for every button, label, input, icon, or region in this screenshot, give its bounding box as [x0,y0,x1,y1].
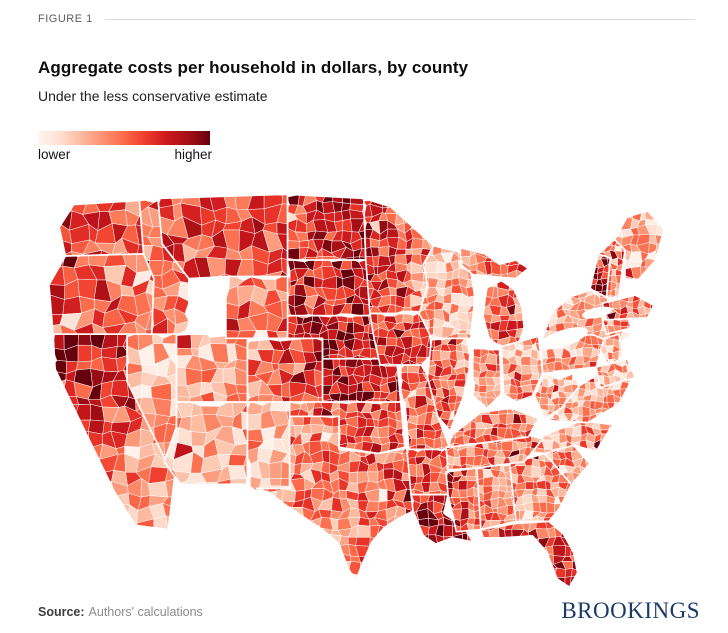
figure-label: FIGURE 1 [38,13,93,25]
state-counties-IN [472,348,502,409]
state-border-MD_DE [595,358,637,389]
state-border-MI_UP [459,246,530,280]
state-border-LA [410,493,474,545]
state-border-TX [255,415,414,582]
legend-labels: lower higher [38,147,212,162]
state-counties-FL [480,521,578,588]
state-counties-OR [48,253,154,335]
state-border-KY [447,407,540,449]
state-border-FL [480,520,579,589]
state-counties-ND [287,194,366,261]
lake-ontario [582,306,613,319]
lake-huron [522,275,541,311]
state-counties-KS [322,358,401,403]
state-border-IL [426,337,472,432]
source-label: Source: [38,605,85,619]
figure-header-row: FIGURE 1 [38,13,695,25]
lake-erie [538,327,588,350]
state-border-IN [471,347,503,410]
source-text: Authors' calculations [88,605,203,619]
state-border-MA [601,294,655,321]
brookings-logo: BROOKINGS [561,598,700,623]
state-border-ME [613,209,665,282]
us-map-svg [48,193,665,589]
state-counties-CO [247,338,323,403]
figure-rule [104,18,695,20]
figure-subtitle: Under the less conservative estimate [38,88,268,104]
state-counties-UT [176,334,248,403]
state-border-OH [500,335,544,403]
us-county-choropleth-map [24,184,724,616]
legend-label-lower: lower [38,147,71,162]
source-line: Source: Authors' calculations [38,605,203,619]
legend-gradient [38,131,210,145]
state-border-WV [533,372,581,420]
legend-label-higher: higher [174,147,212,162]
figure-title: Aggregate costs per household in dollars… [38,58,469,77]
